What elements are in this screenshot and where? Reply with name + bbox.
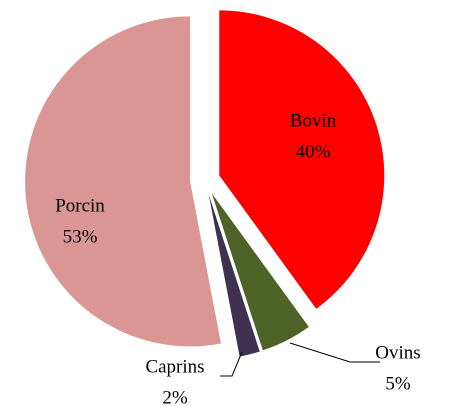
leader-line	[289, 342, 380, 363]
leader-line	[220, 351, 243, 377]
slice-label: Bovin	[290, 110, 337, 131]
slice-value-label: 53%	[63, 226, 98, 247]
slice-value-label: 40%	[296, 141, 331, 162]
slice-label: Caprins	[145, 356, 204, 377]
pie-slice	[25, 16, 221, 347]
pie-slice	[211, 193, 309, 351]
pie-slice	[208, 194, 260, 357]
slice-value-label: 5%	[385, 373, 411, 394]
slice-value-label: 2%	[162, 387, 188, 406]
pie-slice	[219, 10, 385, 309]
slice-label: Porcin	[55, 195, 105, 216]
slice-label: Ovins	[375, 342, 420, 363]
